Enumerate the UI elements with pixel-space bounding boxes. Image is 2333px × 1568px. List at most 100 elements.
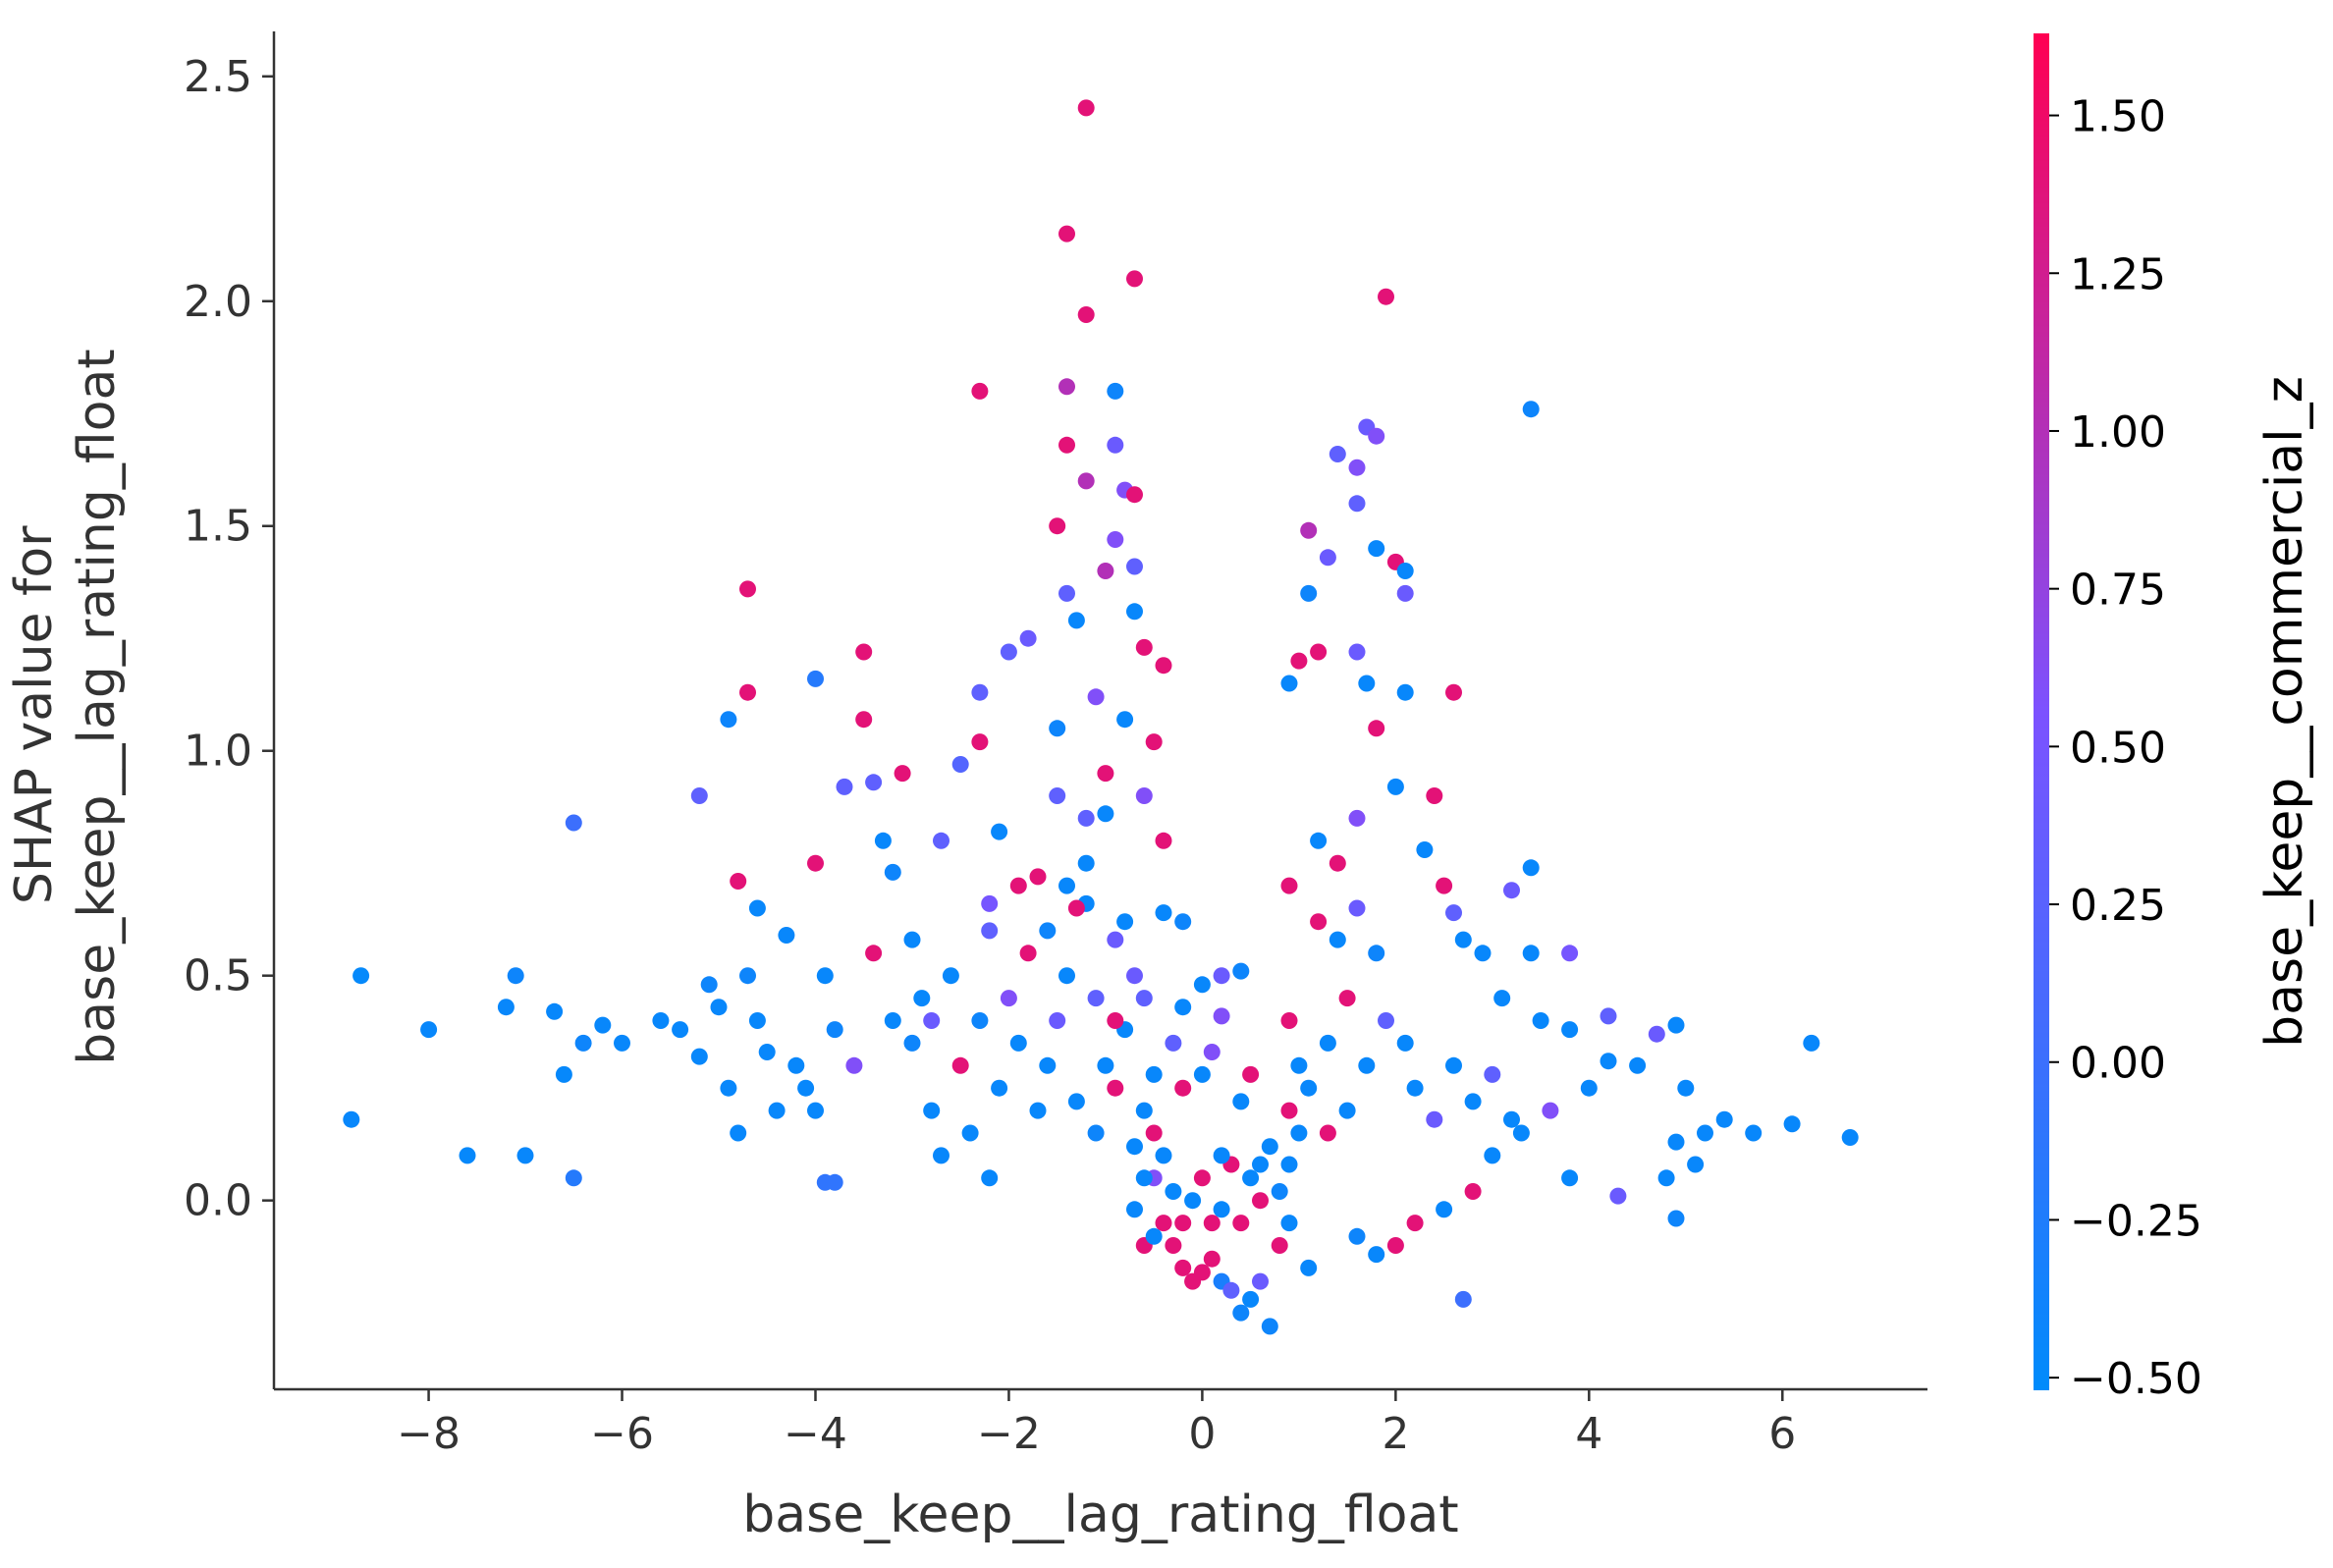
scatter-point [1300, 584, 1318, 602]
scatter-point [1348, 899, 1366, 917]
scatter-point [516, 1147, 534, 1164]
scatter-point [1077, 99, 1095, 117]
scatter-point [1145, 1124, 1163, 1142]
scatter-point [1406, 1215, 1424, 1232]
scatter-point [1009, 1034, 1027, 1052]
scatter-point [1280, 1215, 1298, 1232]
scatter-point [1107, 931, 1124, 948]
scatter-point [1503, 882, 1520, 899]
scatter-point [1368, 1246, 1385, 1264]
scatter-point [1058, 584, 1075, 602]
scatter-point [797, 1079, 815, 1097]
x-tick-label: 4 [1575, 1409, 1602, 1459]
colorbar-tick-label: 0.25 [2070, 881, 2166, 931]
scatter-point [1174, 913, 1192, 931]
colorbar: −0.50 −0.25 0.00 0.25 0.50 0.75 1.00 1.25 1.50 b… [2034, 33, 2314, 1404]
scatter-point [1049, 787, 1066, 804]
scatter-point [1310, 832, 1328, 849]
scatter-point [1126, 603, 1143, 621]
scatter-point [933, 832, 949, 849]
scatter-point [807, 854, 824, 872]
scatter-point [933, 1147, 949, 1164]
scatter-point [1242, 1290, 1260, 1308]
scatter-point [1135, 1169, 1153, 1187]
scatter-point [1193, 976, 1211, 994]
scatter-point [961, 1124, 979, 1142]
scatter-point [923, 1012, 941, 1029]
scatter-point [459, 1147, 476, 1164]
scatter-point [1174, 999, 1192, 1016]
scatter-point [1290, 652, 1308, 670]
scatter-point [1126, 1138, 1143, 1156]
scatter-point [1280, 675, 1298, 692]
scatter-point [903, 931, 921, 948]
colorbar-tick-label: −0.50 [2070, 1354, 2202, 1404]
scatter-point [1484, 1147, 1501, 1164]
scatter-point [1242, 1169, 1260, 1187]
scatter-point [1657, 1169, 1675, 1187]
scatter-point [1378, 1012, 1394, 1029]
scatter-point [1097, 765, 1114, 783]
scatter-point [1058, 967, 1075, 985]
scatter-point [1107, 436, 1124, 454]
scatter-point [1474, 945, 1492, 962]
scatter-point [1715, 1110, 1733, 1128]
scatter-point [1126, 270, 1143, 288]
scatter-point [1009, 877, 1027, 894]
scatter-point [1067, 612, 1085, 629]
scatter-point [1145, 1065, 1163, 1083]
scatter-point [1193, 1264, 1211, 1281]
scatter-point [739, 683, 756, 701]
scatter-point [1386, 1237, 1404, 1254]
scatter-point [652, 1012, 670, 1029]
scatter-point [1319, 1034, 1336, 1052]
scatter-point [826, 1021, 843, 1039]
x-tick-label: −6 [590, 1409, 654, 1459]
scatter-point [1039, 1056, 1057, 1074]
scatter-point [903, 1034, 921, 1052]
scatter-point [730, 1124, 747, 1142]
scatter-point [1107, 382, 1124, 400]
scatter-point [1126, 486, 1143, 504]
scatter-point [1319, 1124, 1336, 1142]
scatter-point [1783, 1115, 1801, 1133]
scatter-point [1107, 1079, 1124, 1097]
scatter-point [768, 1102, 786, 1119]
scatter-point [1077, 809, 1095, 827]
scatter-point [1396, 563, 1414, 579]
scatter-point [1049, 517, 1066, 535]
scatter-point [826, 1173, 843, 1191]
scatter-point [1145, 733, 1163, 751]
scatter-point [1416, 841, 1434, 858]
y-axis-title-line-1: SHAP value for [5, 525, 64, 904]
scatter-point [894, 765, 911, 783]
scatter-point [981, 894, 999, 912]
scatter-point [1503, 1110, 1520, 1128]
x-tick-label: −8 [397, 1409, 461, 1459]
scatter-point [1193, 1169, 1211, 1187]
scatter-point [1667, 1016, 1685, 1034]
scatter-point [1058, 378, 1075, 396]
scatter-point [720, 711, 737, 729]
scatter-point [1561, 1021, 1579, 1039]
scatter-point [1522, 945, 1540, 962]
scatter-point [1097, 805, 1114, 823]
scatter-point [1561, 945, 1579, 962]
scatter-point [1396, 683, 1414, 701]
scatter-point [1242, 1065, 1260, 1083]
scatter-point [836, 778, 853, 795]
scatter-point [420, 1021, 438, 1039]
scatter-point [353, 967, 370, 985]
scatter-point [1300, 1259, 1318, 1276]
colorbar-tick-label: 1.00 [2070, 407, 2166, 458]
scatter-point [1126, 558, 1143, 575]
colorbar-tick-label: 0.00 [2070, 1039, 2166, 1089]
scatter-point [594, 1016, 612, 1034]
scatter-point [1135, 1102, 1153, 1119]
scatter-point [1348, 643, 1366, 661]
scatter-point [1445, 904, 1462, 922]
scatter-point [1232, 1093, 1250, 1110]
y-tick-label: 2.5 [184, 52, 252, 102]
scatter-point [748, 899, 766, 917]
y-tick-label: 1.5 [184, 502, 252, 552]
